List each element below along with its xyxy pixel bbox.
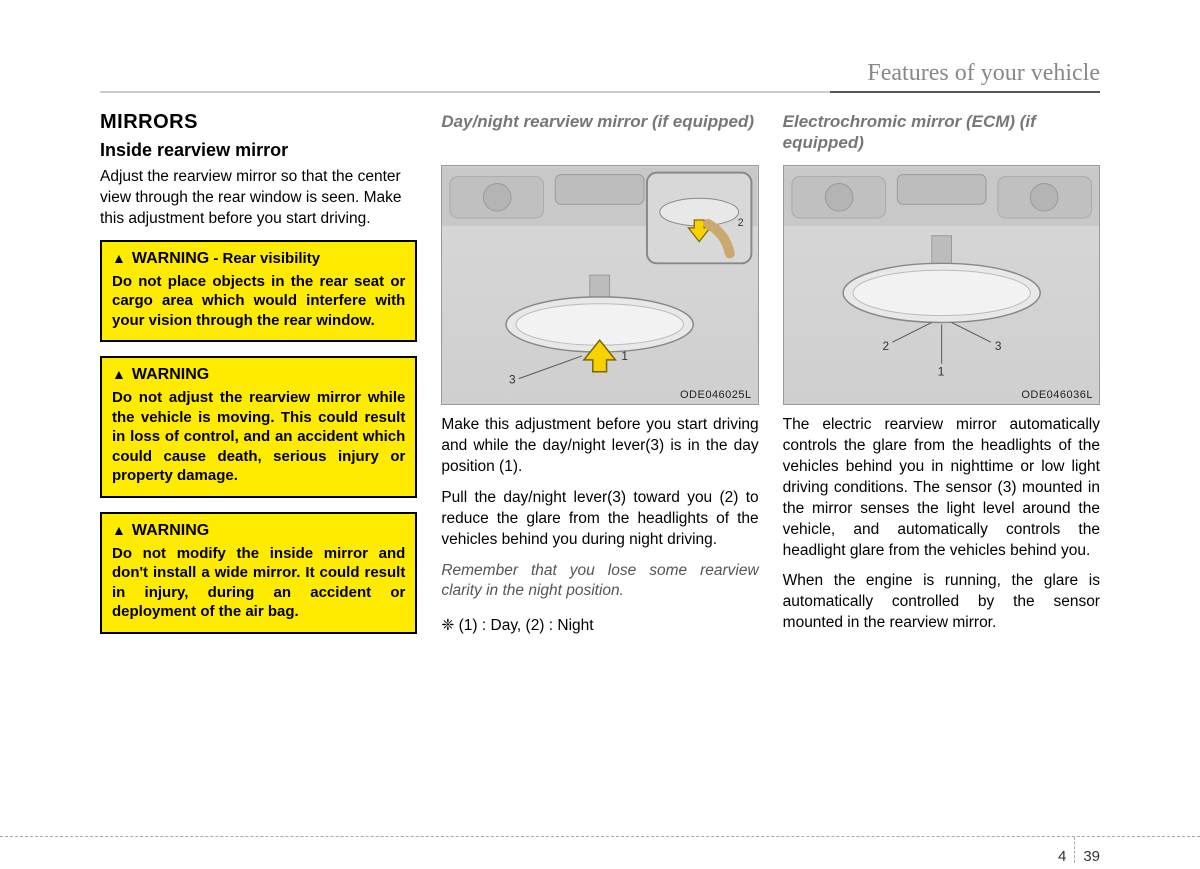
col2-footnote: ❈ (1) : Day, (2) : Night [441, 616, 758, 635]
warning-label: WARNING [132, 522, 209, 540]
page-number: 4 39 [1058, 843, 1100, 869]
figure-ecm-mirror: 2 1 3 ODE046036L [783, 165, 1100, 405]
col3-para-2: When the engine is running, the glare is… [783, 571, 1100, 634]
warning-body: Do not place objects in the rear seat or… [112, 272, 405, 331]
page-footer: 4 39 [0, 836, 1200, 843]
warning-heading: ▲ WARNING - Rear visibility [112, 250, 405, 268]
warning-label: WARNING [132, 366, 209, 384]
warning-box-moving: ▲ WARNING Do not adjust the rearview mir… [100, 356, 417, 498]
intro-paragraph: Adjust the rearview mirror so that the c… [100, 167, 417, 230]
col3-para-1: The electric rearview mirror automatical… [783, 415, 1100, 561]
warning-heading: ▲ WARNING [112, 522, 405, 540]
column-1: MIRRORS Inside rearview mirror Adjust th… [100, 111, 417, 648]
svg-text:2: 2 [738, 217, 744, 229]
svg-text:3: 3 [509, 373, 516, 387]
col2-para-2: Pull the day/night lever(3) toward you (… [441, 488, 758, 551]
page-number-separator [1074, 837, 1075, 863]
column-3: Electrochromic mirror (ECM) (if equipped… [783, 111, 1100, 648]
warning-icon: ▲ [112, 522, 126, 538]
warning-heading: ▲ WARNING [112, 366, 405, 384]
page-number-value: 39 [1083, 848, 1100, 865]
col2-para-1: Make this adjustment before you start dr… [441, 415, 758, 478]
warning-box-modify: ▲ WARNING Do not modify the inside mirro… [100, 512, 417, 634]
svg-text:2: 2 [882, 339, 889, 353]
svg-text:3: 3 [995, 339, 1002, 353]
ecm-diagram-svg: 2 1 3 [784, 166, 1099, 404]
col2-heading: Day/night rearview mirror (if equipped) [441, 111, 758, 155]
warning-icon: ▲ [112, 250, 126, 266]
svg-text:1: 1 [937, 365, 944, 379]
content-columns: MIRRORS Inside rearview mirror Adjust th… [100, 111, 1100, 648]
figure-day-night-mirror: 2 1 3 ODE046025L [441, 165, 758, 405]
subsection-title: Inside rearview mirror [100, 140, 417, 161]
warning-body: Do not modify the inside mirror and don'… [112, 544, 405, 622]
col3-heading: Electrochromic mirror (ECM) (if equipped… [783, 111, 1100, 155]
warning-icon: ▲ [112, 366, 126, 382]
col2-italic-note: Remember that you lose some rearview cla… [441, 561, 758, 603]
footnote-symbol: ❈ [441, 617, 454, 634]
section-title: MIRRORS [100, 111, 417, 134]
figure-code: ODE046025L [680, 389, 752, 401]
footnote-text: (1) : Day, (2) : Night [459, 617, 594, 634]
mirror-diagram-svg: 2 1 3 [442, 166, 757, 404]
chapter-header: Features of your vehicle [100, 60, 1100, 87]
svg-text:1: 1 [622, 349, 629, 363]
column-2: Day/night rearview mirror (if equipped) … [441, 111, 758, 648]
warning-box-rear-visibility: ▲ WARNING - Rear visibility Do not place… [100, 240, 417, 343]
chapter-number: 4 [1058, 848, 1066, 865]
warning-body: Do not adjust the rearview mirror while … [112, 388, 405, 486]
figure-code: ODE046036L [1021, 389, 1093, 401]
warning-label: WARNING [132, 250, 209, 267]
header-rule [100, 91, 1100, 93]
warning-suffix: - Rear visibility [209, 250, 320, 267]
